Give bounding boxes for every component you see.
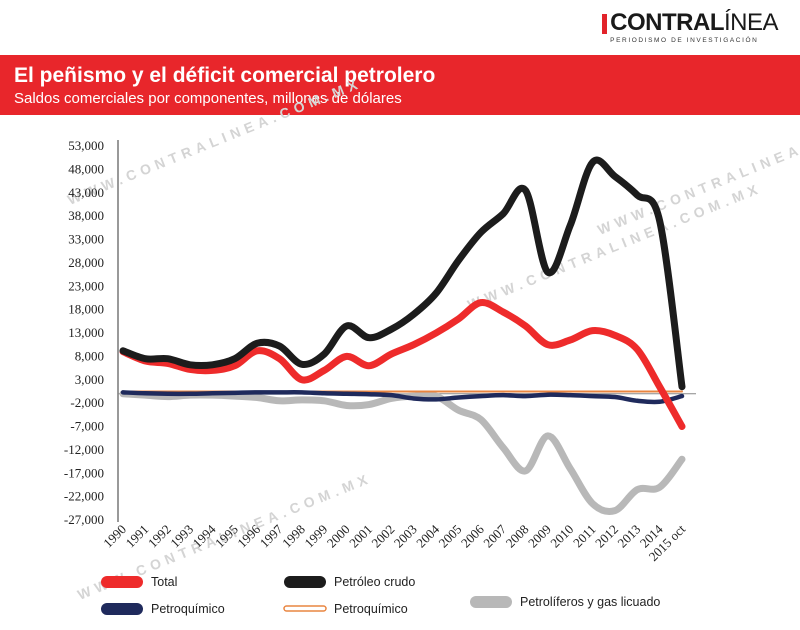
legend-swatch — [284, 576, 326, 588]
x-tick-label: 2012 — [592, 522, 621, 551]
x-tick-label: 2005 — [436, 522, 465, 551]
chart-subtitle: Saldos comerciales por componentes, mill… — [14, 90, 402, 107]
y-tick-label: -2,000 — [70, 395, 104, 410]
legend-label: Petrolíferos y gas licuado — [520, 595, 660, 609]
x-tick-label: 2004 — [413, 521, 442, 550]
chart-title: El peñismo y el déficit comercial petrol… — [14, 64, 436, 87]
legend-swatch — [101, 576, 143, 588]
x-tick-label: 2001 — [346, 522, 375, 551]
x-tick-label: 2009 — [525, 522, 554, 551]
y-tick-label: 8,000 — [75, 348, 104, 363]
y-tick-label: -22,000 — [64, 489, 104, 504]
y-tick-label: -12,000 — [64, 442, 104, 457]
x-tick-label: 2007 — [480, 521, 509, 550]
series-line-petroliferos — [119, 390, 686, 516]
watermark-text: WWW.CONTRALINEA.COM.MX — [65, 75, 364, 208]
x-tick-label: 1992 — [145, 522, 174, 551]
brand-name-light: ÍNEA — [723, 9, 779, 36]
x-tick-label: 2006 — [458, 521, 487, 550]
legend-swatch — [101, 603, 143, 615]
x-tick-label: 1999 — [301, 522, 330, 551]
legend-swatch — [283, 605, 327, 612]
chart-lines — [119, 156, 686, 516]
y-tick-label: 33,000 — [68, 232, 104, 247]
legend-label: Total — [151, 575, 177, 589]
x-tick-label: 2003 — [391, 522, 420, 551]
y-tick-label: 38,000 — [68, 208, 104, 223]
legend-label: Petróleo crudo — [334, 575, 415, 589]
chart-legend: Total Petróleo crudo Petroquímico Petroquím… — [101, 575, 660, 616]
y-tick-label: -27,000 — [64, 512, 104, 527]
x-tick-label: 2011 — [570, 522, 599, 551]
y-tick-label: 48,000 — [68, 161, 104, 176]
x-tick-label: 2013 — [614, 522, 643, 551]
brand-name: CONTRALÍNEA — [610, 10, 778, 36]
series-line-crudo — [119, 156, 686, 391]
x-tick-label: 2000 — [324, 522, 353, 551]
brand-logo: CONTRALÍNEA PERIODISMO DE INVESTIGACIÓN — [602, 10, 779, 44]
y-tick-label: 3,000 — [75, 372, 104, 387]
y-tick-label: 28,000 — [68, 255, 104, 270]
legend-label: Petroquímico — [334, 602, 408, 616]
series-line-total — [119, 299, 686, 430]
y-tick-label: 43,000 — [68, 185, 104, 200]
y-tick-label: 23,000 — [68, 278, 104, 293]
legend-swatch — [470, 596, 512, 608]
x-tick-label: 1990 — [100, 522, 129, 551]
series-line-petroquimico_navy — [120, 390, 685, 405]
x-tick-label: 1991 — [122, 522, 151, 551]
y-tick-label: -17,000 — [64, 465, 104, 480]
legend-label: Petroquímico — [151, 602, 225, 616]
x-tick-label: 1998 — [279, 522, 308, 551]
x-tick-label: 2010 — [547, 522, 576, 551]
brand-mark — [602, 14, 608, 34]
brand-tagline: PERIODISMO DE INVESTIGACIÓN — [610, 37, 759, 44]
y-tick-label: -7,000 — [70, 419, 104, 434]
brand-name-bold: CONTRAL — [610, 9, 724, 36]
title-banner: El peñismo y el déficit comercial petrol… — [0, 55, 800, 115]
y-tick-label: 53,000 — [68, 138, 104, 153]
y-tick-labels: 53,000 48,000 43,000 38,000 33,000 28,000 23,0… — [64, 138, 104, 527]
x-tick-label: 2002 — [368, 522, 397, 551]
x-tick-label: 2008 — [503, 522, 532, 551]
y-tick-label: 13,000 — [68, 325, 104, 340]
y-tick-label: 18,000 — [68, 302, 104, 317]
